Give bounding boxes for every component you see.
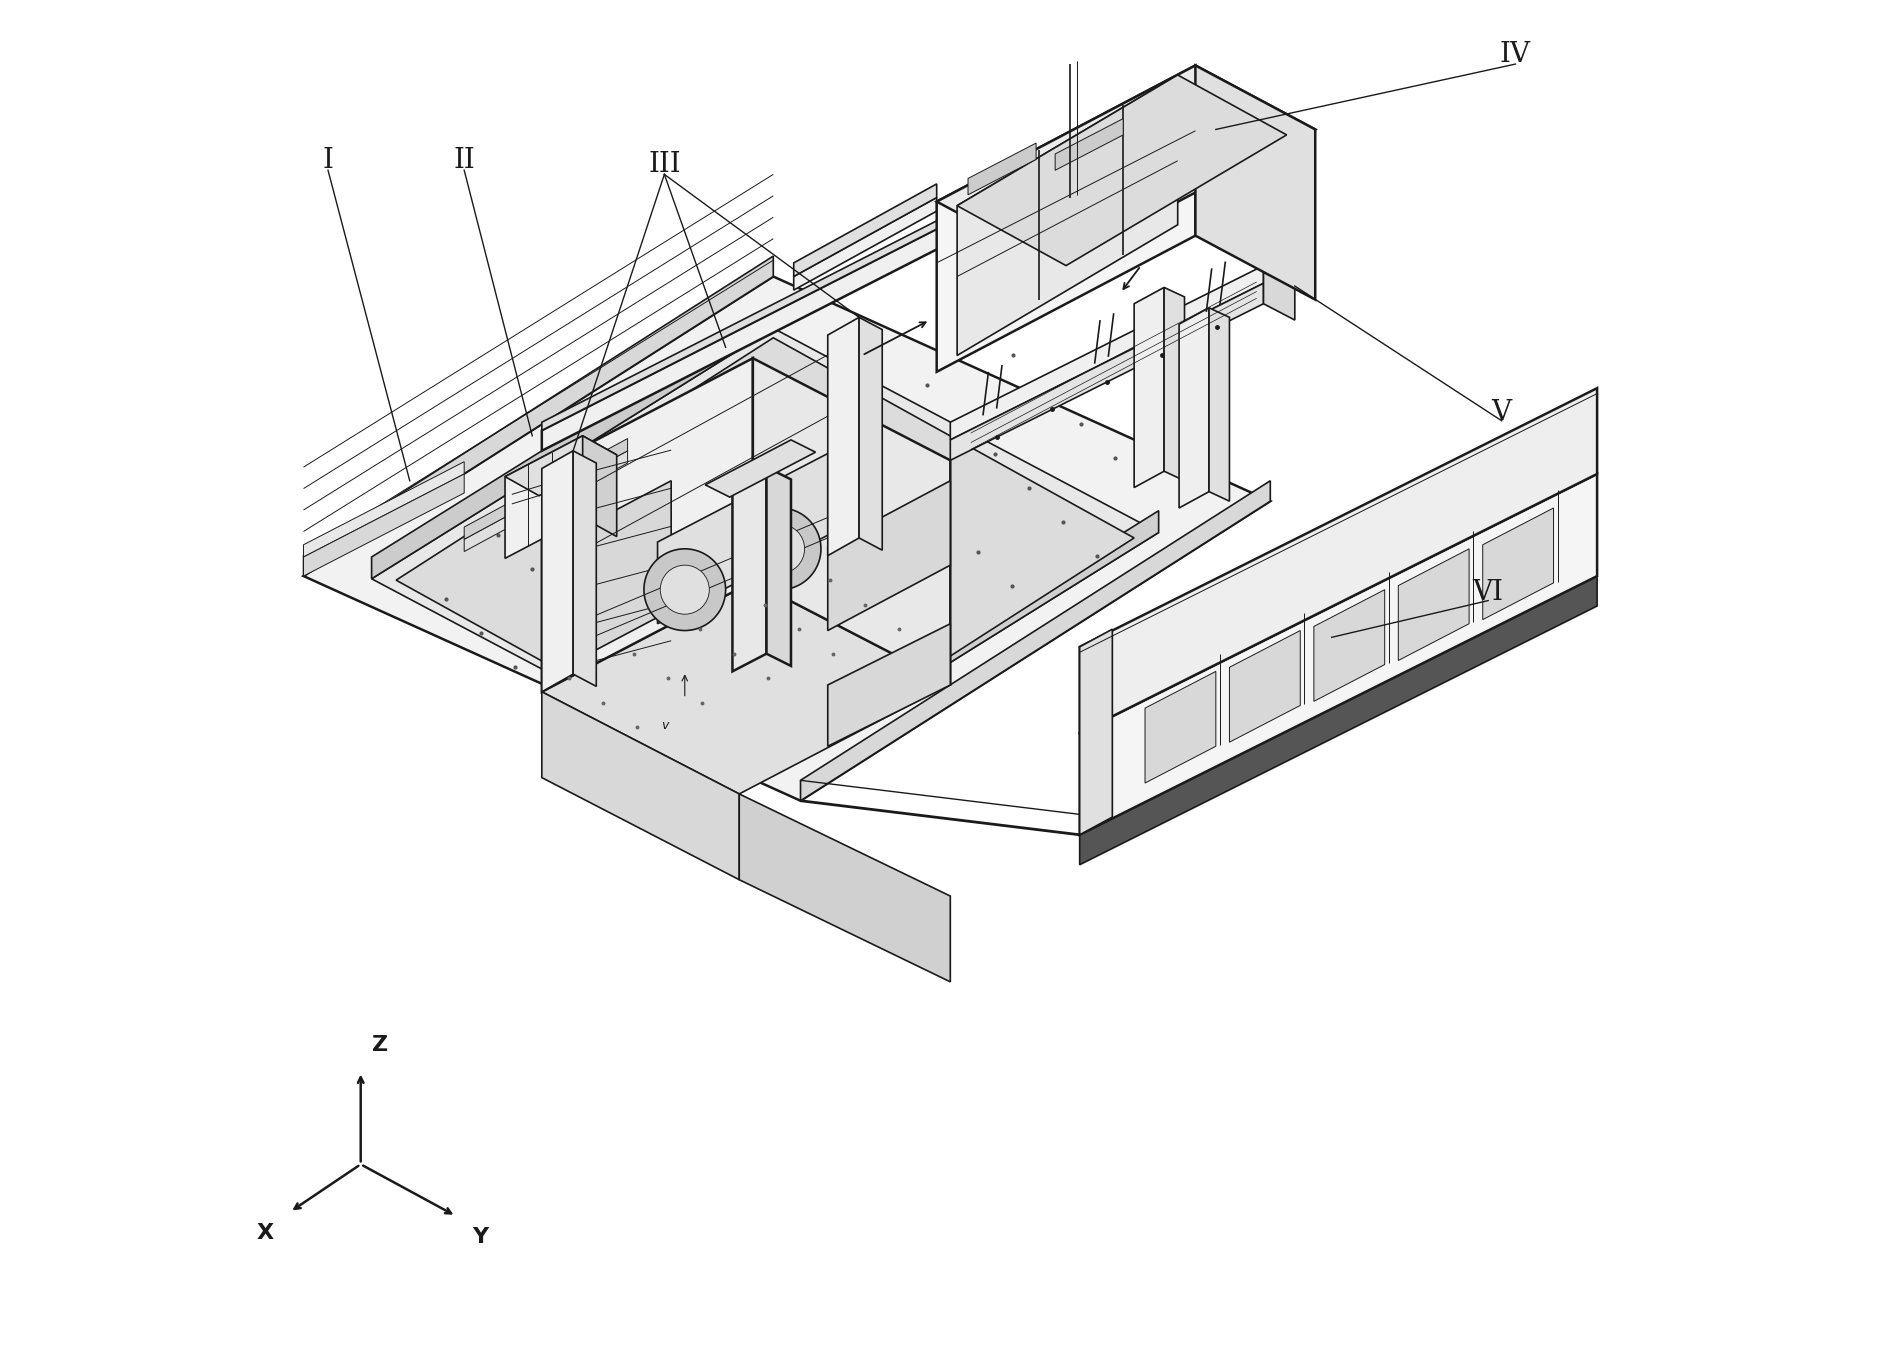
Polygon shape — [828, 481, 951, 630]
Polygon shape — [740, 795, 951, 982]
Polygon shape — [794, 184, 936, 277]
Circle shape — [755, 525, 804, 573]
Polygon shape — [1194, 66, 1315, 300]
Polygon shape — [372, 329, 1159, 784]
Text: III: III — [647, 151, 681, 178]
Polygon shape — [1055, 119, 1123, 170]
Polygon shape — [936, 66, 1315, 266]
Polygon shape — [304, 474, 464, 575]
Polygon shape — [506, 436, 617, 496]
Polygon shape — [800, 481, 1270, 800]
Polygon shape — [304, 277, 1270, 800]
Polygon shape — [304, 256, 774, 575]
Polygon shape — [957, 75, 1287, 266]
Polygon shape — [936, 66, 1194, 371]
Polygon shape — [859, 318, 883, 551]
Text: I: I — [323, 147, 334, 174]
Circle shape — [643, 549, 726, 630]
Polygon shape — [1264, 266, 1294, 321]
Text: VI: VI — [1472, 580, 1504, 606]
Text: II: II — [453, 147, 476, 174]
Polygon shape — [372, 307, 774, 578]
Polygon shape — [542, 222, 951, 451]
Circle shape — [740, 508, 821, 589]
Circle shape — [660, 566, 710, 614]
Text: Z: Z — [372, 1036, 387, 1055]
Polygon shape — [542, 692, 740, 880]
Polygon shape — [951, 266, 1264, 440]
Polygon shape — [542, 581, 951, 795]
Polygon shape — [555, 481, 672, 671]
Polygon shape — [542, 214, 951, 430]
Polygon shape — [1145, 671, 1215, 784]
Polygon shape — [304, 462, 464, 558]
Polygon shape — [1079, 575, 1596, 864]
Text: V: V — [1493, 399, 1511, 426]
Text: X: X — [257, 1223, 274, 1243]
Text: v: v — [660, 719, 668, 733]
Polygon shape — [753, 358, 951, 684]
Polygon shape — [1398, 549, 1470, 660]
Polygon shape — [706, 440, 815, 497]
Polygon shape — [794, 197, 936, 290]
Polygon shape — [1079, 474, 1596, 834]
Polygon shape — [757, 511, 1159, 784]
Polygon shape — [1179, 308, 1210, 508]
Polygon shape — [828, 623, 951, 747]
Polygon shape — [506, 436, 583, 559]
Polygon shape — [583, 436, 617, 537]
Polygon shape — [1079, 629, 1111, 834]
Polygon shape — [1483, 508, 1553, 619]
Polygon shape — [542, 358, 753, 692]
Polygon shape — [657, 453, 828, 623]
Polygon shape — [1210, 308, 1230, 501]
Polygon shape — [396, 338, 1134, 781]
Text: Y: Y — [472, 1228, 489, 1247]
Polygon shape — [542, 451, 574, 692]
Polygon shape — [968, 142, 1036, 195]
Polygon shape — [732, 467, 766, 671]
Polygon shape — [1313, 589, 1385, 701]
Polygon shape — [766, 467, 791, 666]
Polygon shape — [957, 75, 1177, 355]
Polygon shape — [1164, 288, 1185, 481]
Polygon shape — [951, 284, 1264, 460]
Polygon shape — [464, 438, 628, 540]
Polygon shape — [1079, 388, 1596, 733]
Polygon shape — [464, 451, 628, 552]
Polygon shape — [1230, 630, 1300, 743]
Polygon shape — [828, 318, 859, 556]
Polygon shape — [1134, 288, 1164, 488]
Polygon shape — [574, 451, 596, 686]
Text: IV: IV — [1500, 41, 1530, 68]
